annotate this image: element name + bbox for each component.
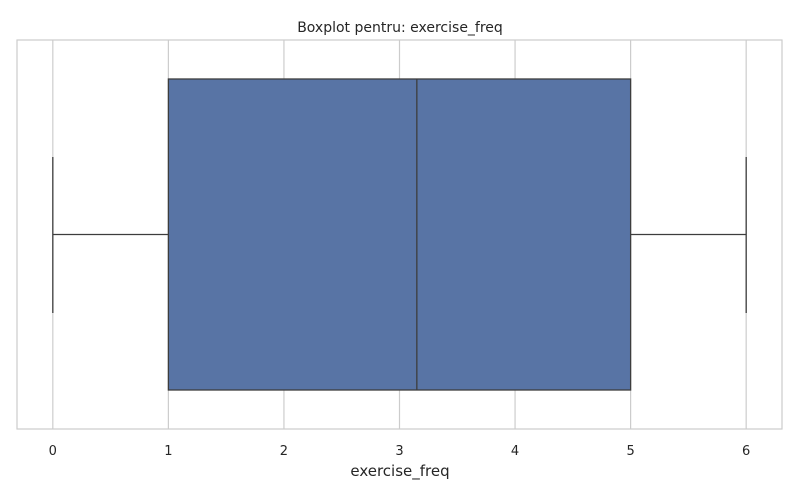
- x-tick-label-4: 4: [511, 444, 519, 459]
- chart-title: Boxplot pentru: exercise_freq: [297, 20, 503, 36]
- x-tick-labels: 0 1 2 3 4 5 6: [49, 444, 751, 459]
- x-axis-label: exercise_freq: [350, 462, 449, 481]
- x-tick-label-6: 6: [742, 444, 750, 459]
- x-tick-label-2: 2: [280, 444, 288, 459]
- iqr-box: [167, 78, 632, 391]
- x-tick-label-1: 1: [164, 444, 172, 459]
- x-tick-label-3: 3: [395, 444, 403, 459]
- x-tick-label-0: 0: [49, 444, 57, 459]
- x-tick-label-5: 5: [626, 444, 634, 459]
- plot-frame: [16, 39, 783, 430]
- boxplot-series: [52, 78, 747, 391]
